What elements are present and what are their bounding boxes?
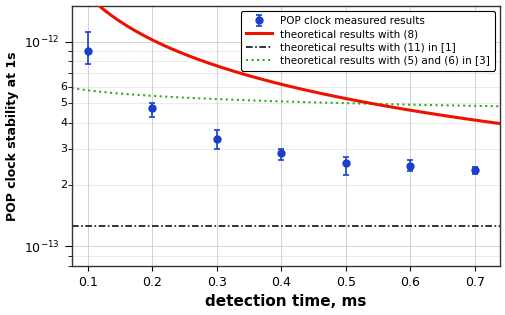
theoretical results with (11) in [1] <box>262 225 268 228</box>
theoretical results with (11) in [1] <box>355 225 361 228</box>
Text: 4: 4 <box>60 118 67 128</box>
Text: 2: 2 <box>60 180 67 190</box>
theoretical results with (8) <box>391 106 397 109</box>
theoretical results with (11) in [1] <box>496 225 502 228</box>
theoretical results with (8) <box>179 51 185 55</box>
Text: 3: 3 <box>60 144 67 154</box>
theoretical results with (8) <box>321 92 327 96</box>
Line: theoretical results with (8): theoretical results with (8) <box>72 0 499 123</box>
X-axis label: detection time, ms: detection time, ms <box>205 295 366 309</box>
theoretical results with (11) in [1] <box>179 225 185 228</box>
theoretical results with (5) and (6) in [3] <box>262 99 268 103</box>
theoretical results with (5) and (6) in [3] <box>496 105 502 108</box>
theoretical results with (5) and (6) in [3] <box>179 96 185 100</box>
Text: 5: 5 <box>60 98 67 108</box>
theoretical results with (8) <box>144 36 150 39</box>
theoretical results with (8) <box>355 99 361 103</box>
theoretical results with (11) in [1] <box>321 225 327 228</box>
Text: 6: 6 <box>60 82 67 92</box>
Line: theoretical results with (5) and (6) in [3]: theoretical results with (5) and (6) in … <box>72 88 499 106</box>
Y-axis label: POP clock stability at 1s: POP clock stability at 1s <box>6 51 19 220</box>
theoretical results with (5) and (6) in [3] <box>69 86 75 90</box>
theoretical results with (5) and (6) in [3] <box>391 102 397 106</box>
theoretical results with (8) <box>496 122 502 125</box>
theoretical results with (11) in [1] <box>144 225 150 228</box>
theoretical results with (11) in [1] <box>69 225 75 228</box>
theoretical results with (5) and (6) in [3] <box>355 102 361 106</box>
Legend: POP clock measured results, theoretical results with (8), theoretical results wi: POP clock measured results, theoretical … <box>240 11 494 71</box>
theoretical results with (8) <box>262 78 268 82</box>
theoretical results with (5) and (6) in [3] <box>144 94 150 97</box>
theoretical results with (11) in [1] <box>391 225 397 228</box>
theoretical results with (5) and (6) in [3] <box>321 101 327 105</box>
